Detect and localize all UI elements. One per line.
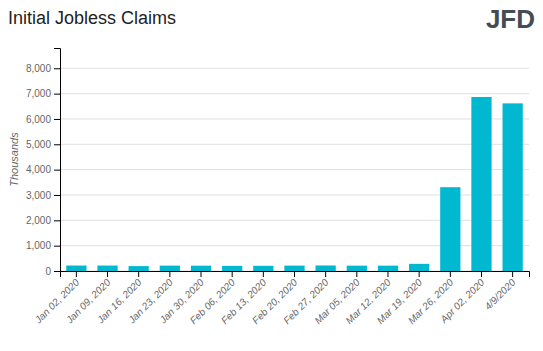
- y-tick-label: 5,000: [26, 139, 51, 150]
- x-tick-mark: [512, 271, 513, 277]
- y-tick-label: 8,000: [26, 63, 51, 74]
- x-tick-mark: [356, 271, 357, 277]
- y-tick-label: 6,000: [26, 114, 51, 125]
- x-tick-mark: [201, 271, 202, 277]
- y-tick: 2,000: [26, 215, 60, 226]
- x-axis: Jan 02, 2020Jan 09, 2020Jan 16, 2020Jan …: [32, 271, 530, 326]
- y-tick-mark: [54, 94, 60, 95]
- x-tick-mark: [169, 271, 170, 277]
- x-tick-mark: [481, 271, 482, 277]
- y-tick: 1,000: [26, 240, 60, 251]
- bars: [66, 97, 523, 271]
- bar: [160, 266, 180, 271]
- y-tick-mark: [54, 271, 60, 272]
- y-tick-mark: [54, 195, 60, 196]
- bar: [471, 97, 491, 271]
- x-tick-mark: [138, 271, 139, 277]
- x-tick-mark: [107, 271, 108, 277]
- x-tick-mark: [325, 271, 326, 277]
- x-tick-mark: [232, 271, 233, 277]
- y-tick: 3,000: [26, 190, 60, 201]
- x-axis-line: [61, 272, 530, 278]
- bar: [97, 266, 117, 271]
- grid-line: [60, 68, 529, 69]
- y-tick-label: 0: [45, 266, 51, 277]
- grid: [60, 68, 529, 271]
- annotation: JFD: [486, 4, 535, 34]
- grid-line: [60, 144, 529, 145]
- y-tick-mark: [54, 68, 60, 69]
- y-tick-mark: [54, 119, 60, 120]
- y-tick: 5,000: [26, 139, 60, 150]
- x-tick-mark: [450, 271, 451, 277]
- bar: [409, 264, 429, 271]
- bar: [66, 266, 86, 271]
- bar: [253, 266, 273, 271]
- x-tick-mark: [263, 271, 264, 277]
- y-tick: 0: [45, 266, 60, 277]
- bar: [347, 266, 367, 271]
- y-axis-line: [54, 49, 61, 272]
- x-tick-mark: [419, 271, 420, 277]
- y-tick-label: 4,000: [26, 164, 51, 175]
- y-tick-label: 2,000: [26, 215, 51, 226]
- chart: 0 1,000 2,000 3,000 4,000 5,000 6,000 7,000 8,00…: [0, 0, 543, 351]
- x-tick-mark: [387, 271, 388, 277]
- y-axis: 0 1,000 2,000 3,000 4,000 5,000 6,000 7,000 8,00…: [26, 49, 61, 277]
- y-tick-mark: [54, 170, 60, 171]
- bar: [222, 266, 242, 271]
- x-tick: Apr 02, 2020: [437, 271, 486, 326]
- plot: 0 1,000 2,000 3,000 4,000 5,000 6,000 7,000 8,00…: [26, 49, 530, 327]
- y-axis-title: Thousands: [8, 132, 20, 187]
- bar: [440, 187, 460, 271]
- y-tick-mark: [54, 246, 60, 247]
- x-tick-label: Apr 02, 2020: [437, 276, 486, 325]
- bar: [129, 266, 149, 271]
- bar: [316, 265, 336, 271]
- y-tick-label: 3,000: [26, 190, 51, 201]
- y-tick: 7,000: [26, 88, 60, 99]
- x-tick-mark: [294, 271, 295, 277]
- x-tick-mark: [76, 271, 77, 277]
- grid-line: [60, 93, 529, 94]
- bar: [378, 266, 398, 271]
- x-tick: 4/9/2020: [482, 271, 518, 312]
- y-tick: 8,000: [26, 63, 60, 74]
- y-tick-mark: [54, 144, 60, 145]
- y-tick-mark: [54, 220, 60, 221]
- y-tick-label: 1,000: [26, 240, 51, 251]
- bar: [191, 266, 211, 271]
- bar: [503, 103, 523, 271]
- grid-line: [60, 118, 529, 119]
- y-tick: 4,000: [26, 164, 60, 175]
- grid-line: [60, 169, 529, 170]
- bar: [284, 266, 304, 271]
- y-tick-label: 7,000: [26, 88, 51, 99]
- title: Initial Jobless Claims: [8, 8, 176, 28]
- y-tick: 6,000: [26, 114, 60, 125]
- x-tick-label: 4/9/2020: [482, 276, 518, 312]
